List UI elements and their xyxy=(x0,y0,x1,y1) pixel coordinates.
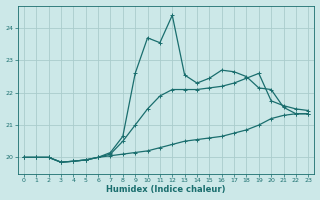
X-axis label: Humidex (Indice chaleur): Humidex (Indice chaleur) xyxy=(106,185,226,194)
